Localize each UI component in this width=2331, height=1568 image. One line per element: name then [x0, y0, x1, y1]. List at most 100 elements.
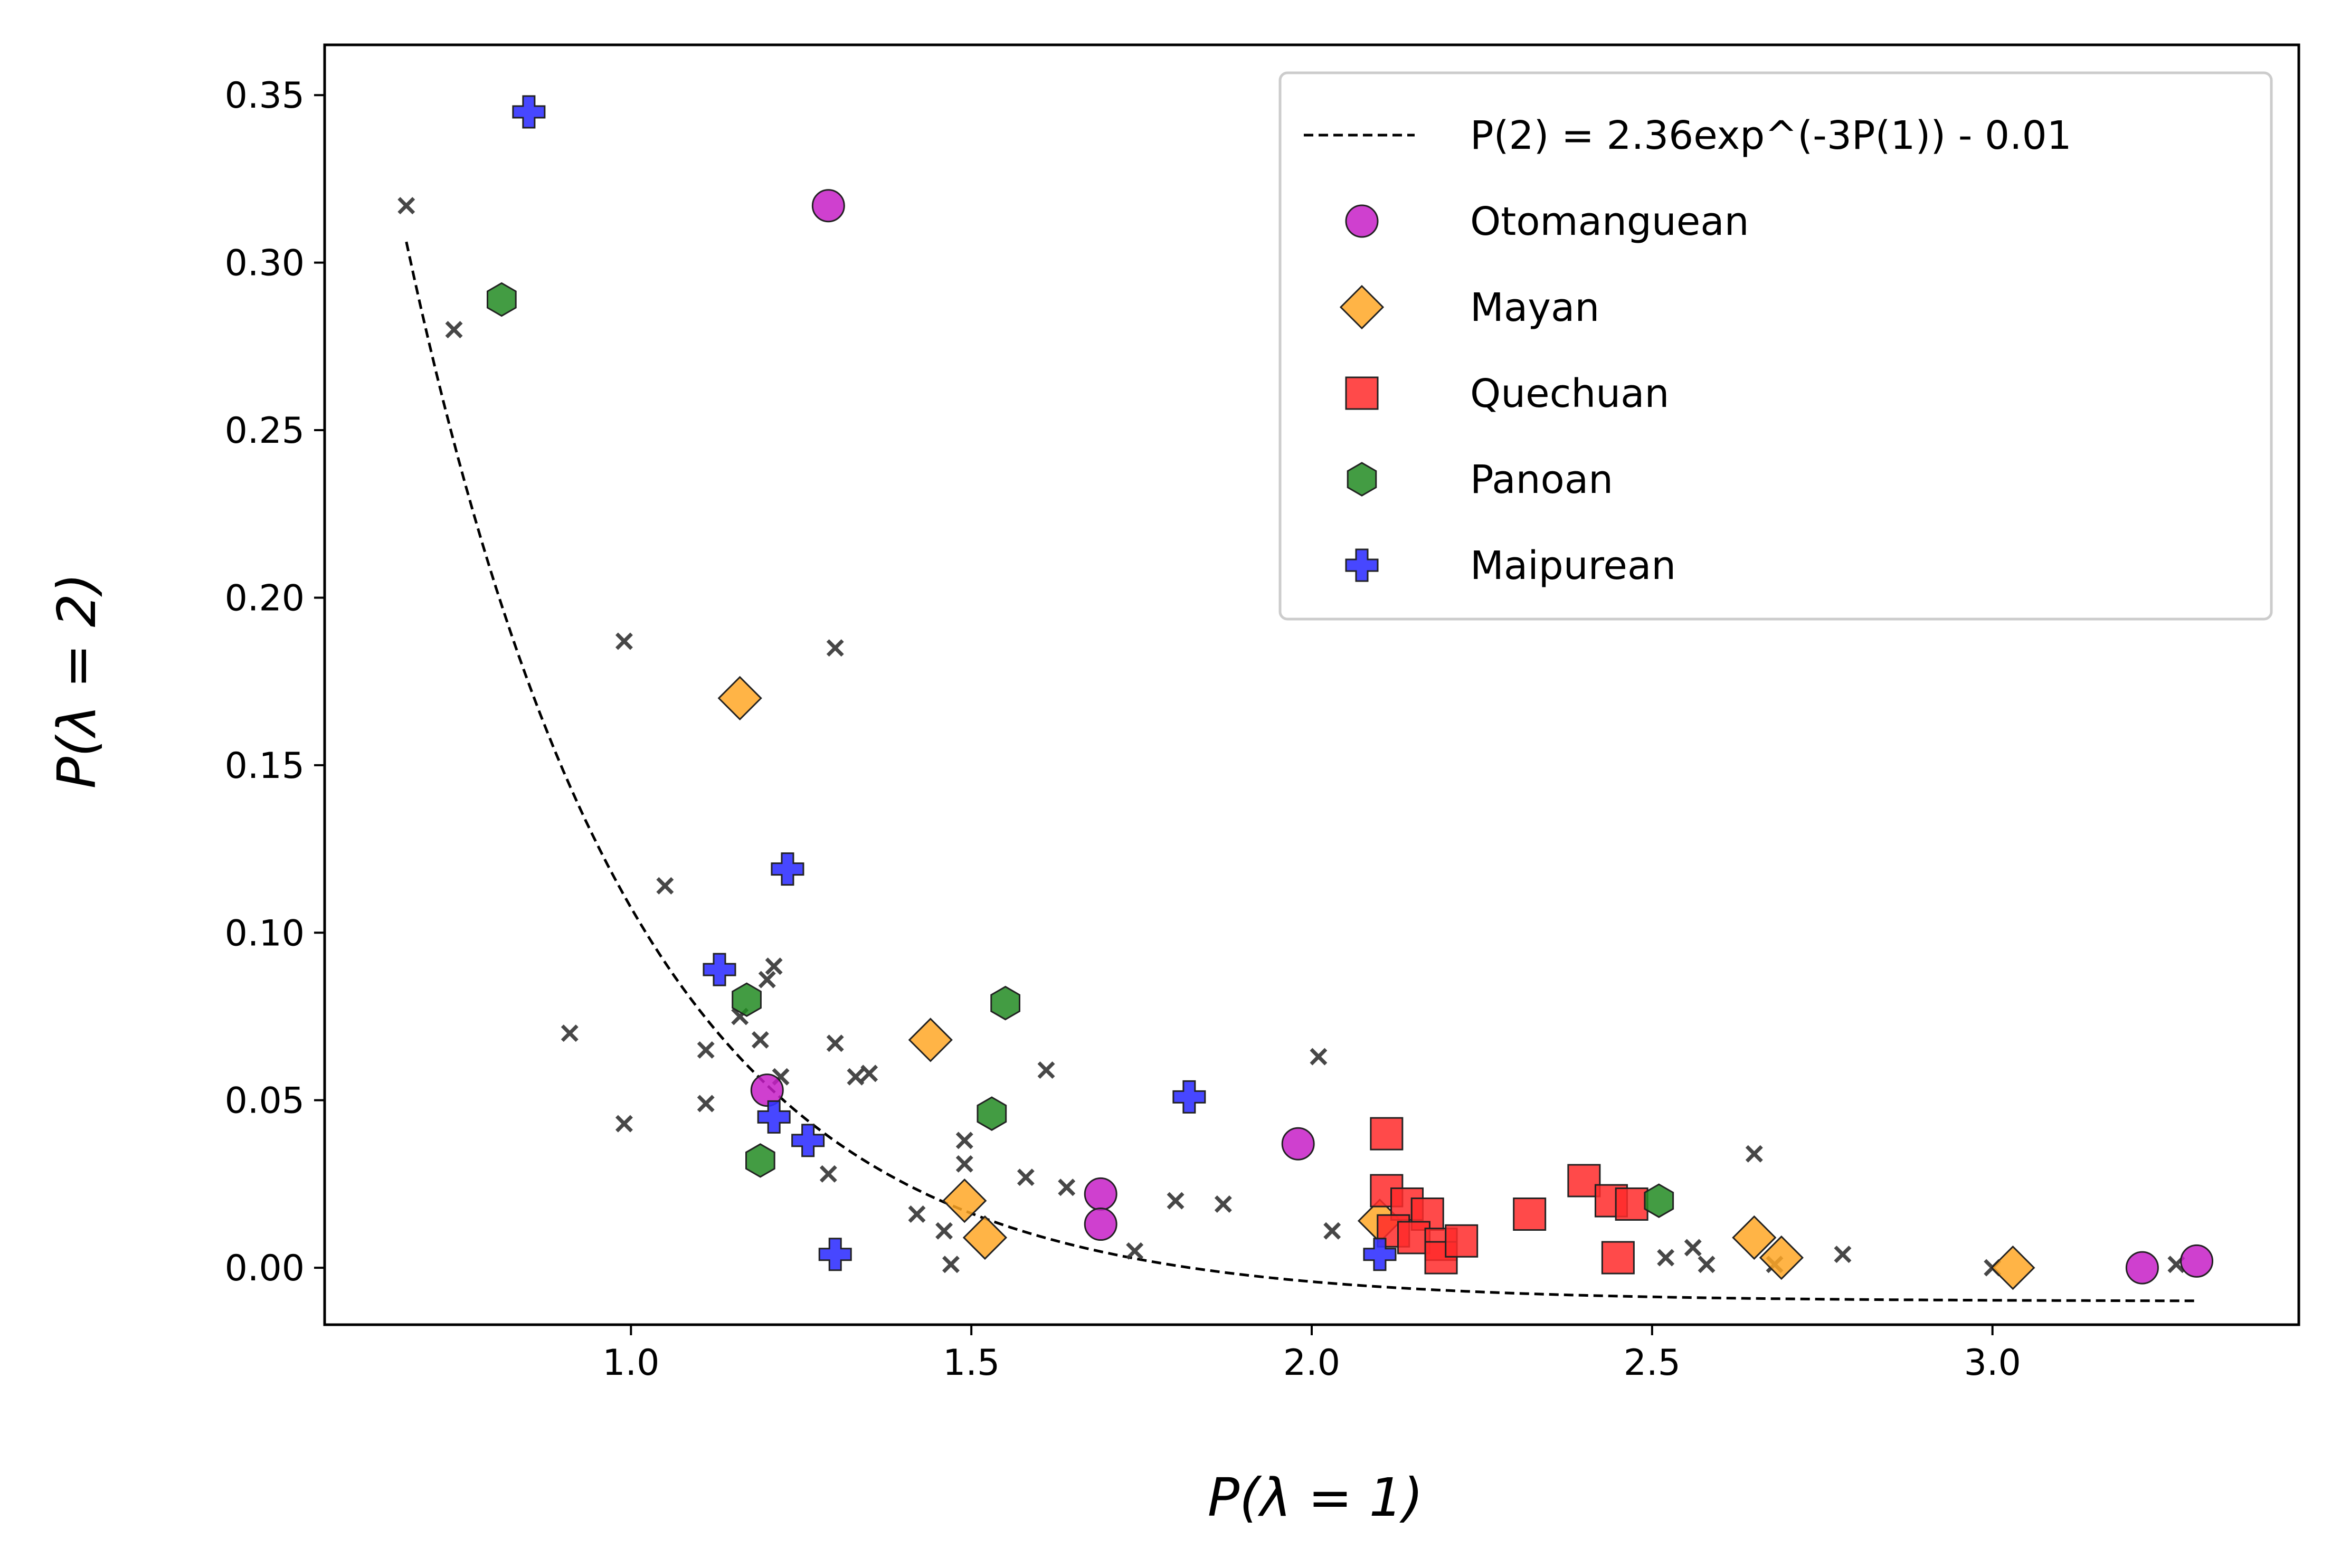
fit-curve	[405, 241, 2197, 1303]
x-tick-label: 1.5	[943, 1342, 1000, 1384]
maipurean-point	[771, 852, 804, 886]
quechuan-point	[1615, 1187, 1648, 1221]
y-tick-label: 0.25	[225, 410, 305, 452]
y-tick-label: 0.30	[225, 243, 305, 284]
unlabeled-point	[1126, 1242, 1144, 1260]
y-tick-label: 0.20	[225, 577, 305, 619]
unlabeled-point	[1657, 1249, 1675, 1267]
series-mayan	[717, 676, 2035, 1290]
panoan-point	[977, 1096, 1007, 1131]
unlabeled-point	[751, 1031, 769, 1049]
otomanguean-point	[1084, 1208, 1117, 1241]
unlabeled-point	[847, 1068, 865, 1086]
unlabeled-point	[942, 1256, 960, 1274]
unlabeled-point	[826, 639, 844, 657]
series-panoan	[487, 282, 1674, 1218]
x-axis-label: P(λ = 1)	[1208, 1467, 1424, 1528]
mayan-point	[942, 1178, 987, 1223]
unlabeled-point	[1834, 1246, 1852, 1263]
panoan-point	[990, 985, 1020, 1021]
legend-marker-otomanguean	[1345, 204, 1379, 238]
unlabeled-point	[955, 1155, 973, 1173]
mayan-point	[908, 1018, 953, 1062]
y-axis-label: P(λ = 2)	[46, 573, 108, 789]
legend-marker-maipurean	[1345, 548, 1379, 582]
panoan-point	[745, 1143, 775, 1178]
maipurean-point	[818, 1238, 852, 1271]
y-tick-label: 0.15	[225, 745, 305, 787]
legend-label-panoan: Panoan	[1470, 457, 1613, 502]
otomanguean-point	[1281, 1127, 1315, 1161]
x-tick-label: 3.0	[1964, 1342, 2021, 1384]
otomanguean-point	[1084, 1177, 1117, 1211]
mayan-point	[717, 676, 762, 721]
quechuan-point	[1513, 1198, 1547, 1231]
otomanguean-point	[2180, 1244, 2214, 1278]
plot-area	[397, 95, 2214, 1303]
mayan-point	[962, 1215, 1008, 1260]
maipurean-point	[757, 1100, 791, 1134]
unlabeled-point	[397, 197, 415, 215]
unlabeled-point	[819, 1165, 837, 1183]
unlabeled-point	[908, 1205, 926, 1223]
legend-marker-mayan	[1339, 284, 1385, 330]
otomanguean-point	[811, 189, 845, 223]
panoan-point	[487, 282, 517, 317]
legend-label-mayan: Mayan	[1470, 285, 1599, 330]
unlabeled-point	[1214, 1195, 1232, 1213]
unlabeled-point	[445, 321, 463, 339]
unlabeled-point	[860, 1065, 878, 1082]
maipurean-point	[703, 953, 736, 986]
x-tick-label: 2.5	[1624, 1342, 1681, 1384]
legend-label-otomanguean: Otomanguean	[1470, 199, 1749, 244]
unlabeled-point	[955, 1132, 973, 1149]
unlabeled-point	[1745, 1145, 1763, 1163]
quechuan-point	[1397, 1221, 1430, 1255]
panoan-point	[732, 982, 762, 1017]
unlabeled-point	[697, 1095, 715, 1113]
mayan-point	[1991, 1245, 2035, 1290]
unlabeled-point	[1698, 1256, 1716, 1274]
legend-box	[1278, 71, 2273, 621]
unlabeled-point	[1058, 1179, 1076, 1196]
unlabeled-point	[1037, 1061, 1055, 1079]
series-otomanguean	[750, 189, 2214, 1285]
legend-marker-panoan	[1347, 462, 1377, 497]
unlabeled-point	[1017, 1168, 1035, 1186]
maipurean-point	[791, 1124, 825, 1157]
unlabeled-point	[615, 1115, 633, 1133]
legend-marker-quechuan	[1345, 376, 1379, 410]
y-tick-label: 0.35	[225, 75, 305, 117]
axes: 1.0 1.5 2.0 2.5 3.0 0.00 0.05 0.10 0.15 0.20 0.25 0…	[225, 43, 2300, 1384]
unlabeled-point	[1323, 1222, 1341, 1240]
unlabeled-point	[561, 1024, 579, 1042]
mayan-point	[1759, 1235, 1804, 1280]
legend-label-maipurean: Maipurean	[1470, 543, 1676, 588]
series-maipurean	[512, 95, 1397, 1271]
maipurean-point	[1172, 1080, 1206, 1114]
unlabeled-point	[697, 1041, 715, 1059]
y-tick-label: 0.00	[225, 1248, 305, 1289]
maipurean-point	[1363, 1238, 1397, 1271]
mayan-point	[1732, 1215, 1777, 1260]
unlabeled-point	[826, 1034, 844, 1052]
quechuan-point	[1370, 1117, 1404, 1151]
otomanguean-point	[2125, 1251, 2159, 1285]
quechuan-point	[1601, 1241, 1635, 1275]
legend-label-fit: P(2) = 2.36exp^(-3P(1)) - 0.01	[1470, 113, 2072, 158]
unlabeled-point	[1310, 1048, 1328, 1066]
legend-label-quechuan: Quechuan	[1470, 371, 1669, 416]
unlabeled-point	[758, 971, 776, 989]
y-tick-label: 0.05	[225, 1080, 305, 1122]
x-tick-label: 1.0	[602, 1342, 659, 1384]
x-tick-label: 2.0	[1283, 1342, 1340, 1384]
y-tick-label: 0.10	[225, 913, 305, 954]
maipurean-point	[512, 95, 546, 129]
legend: P(2) = 2.36exp^(-3P(1)) - 0.01 Otomanguea…	[1278, 71, 2273, 621]
unlabeled-point	[935, 1222, 953, 1240]
unlabeled-point	[765, 957, 783, 975]
unlabeled-point	[656, 877, 674, 895]
panoan-point	[1644, 1183, 1674, 1218]
otomanguean-point	[750, 1073, 784, 1107]
